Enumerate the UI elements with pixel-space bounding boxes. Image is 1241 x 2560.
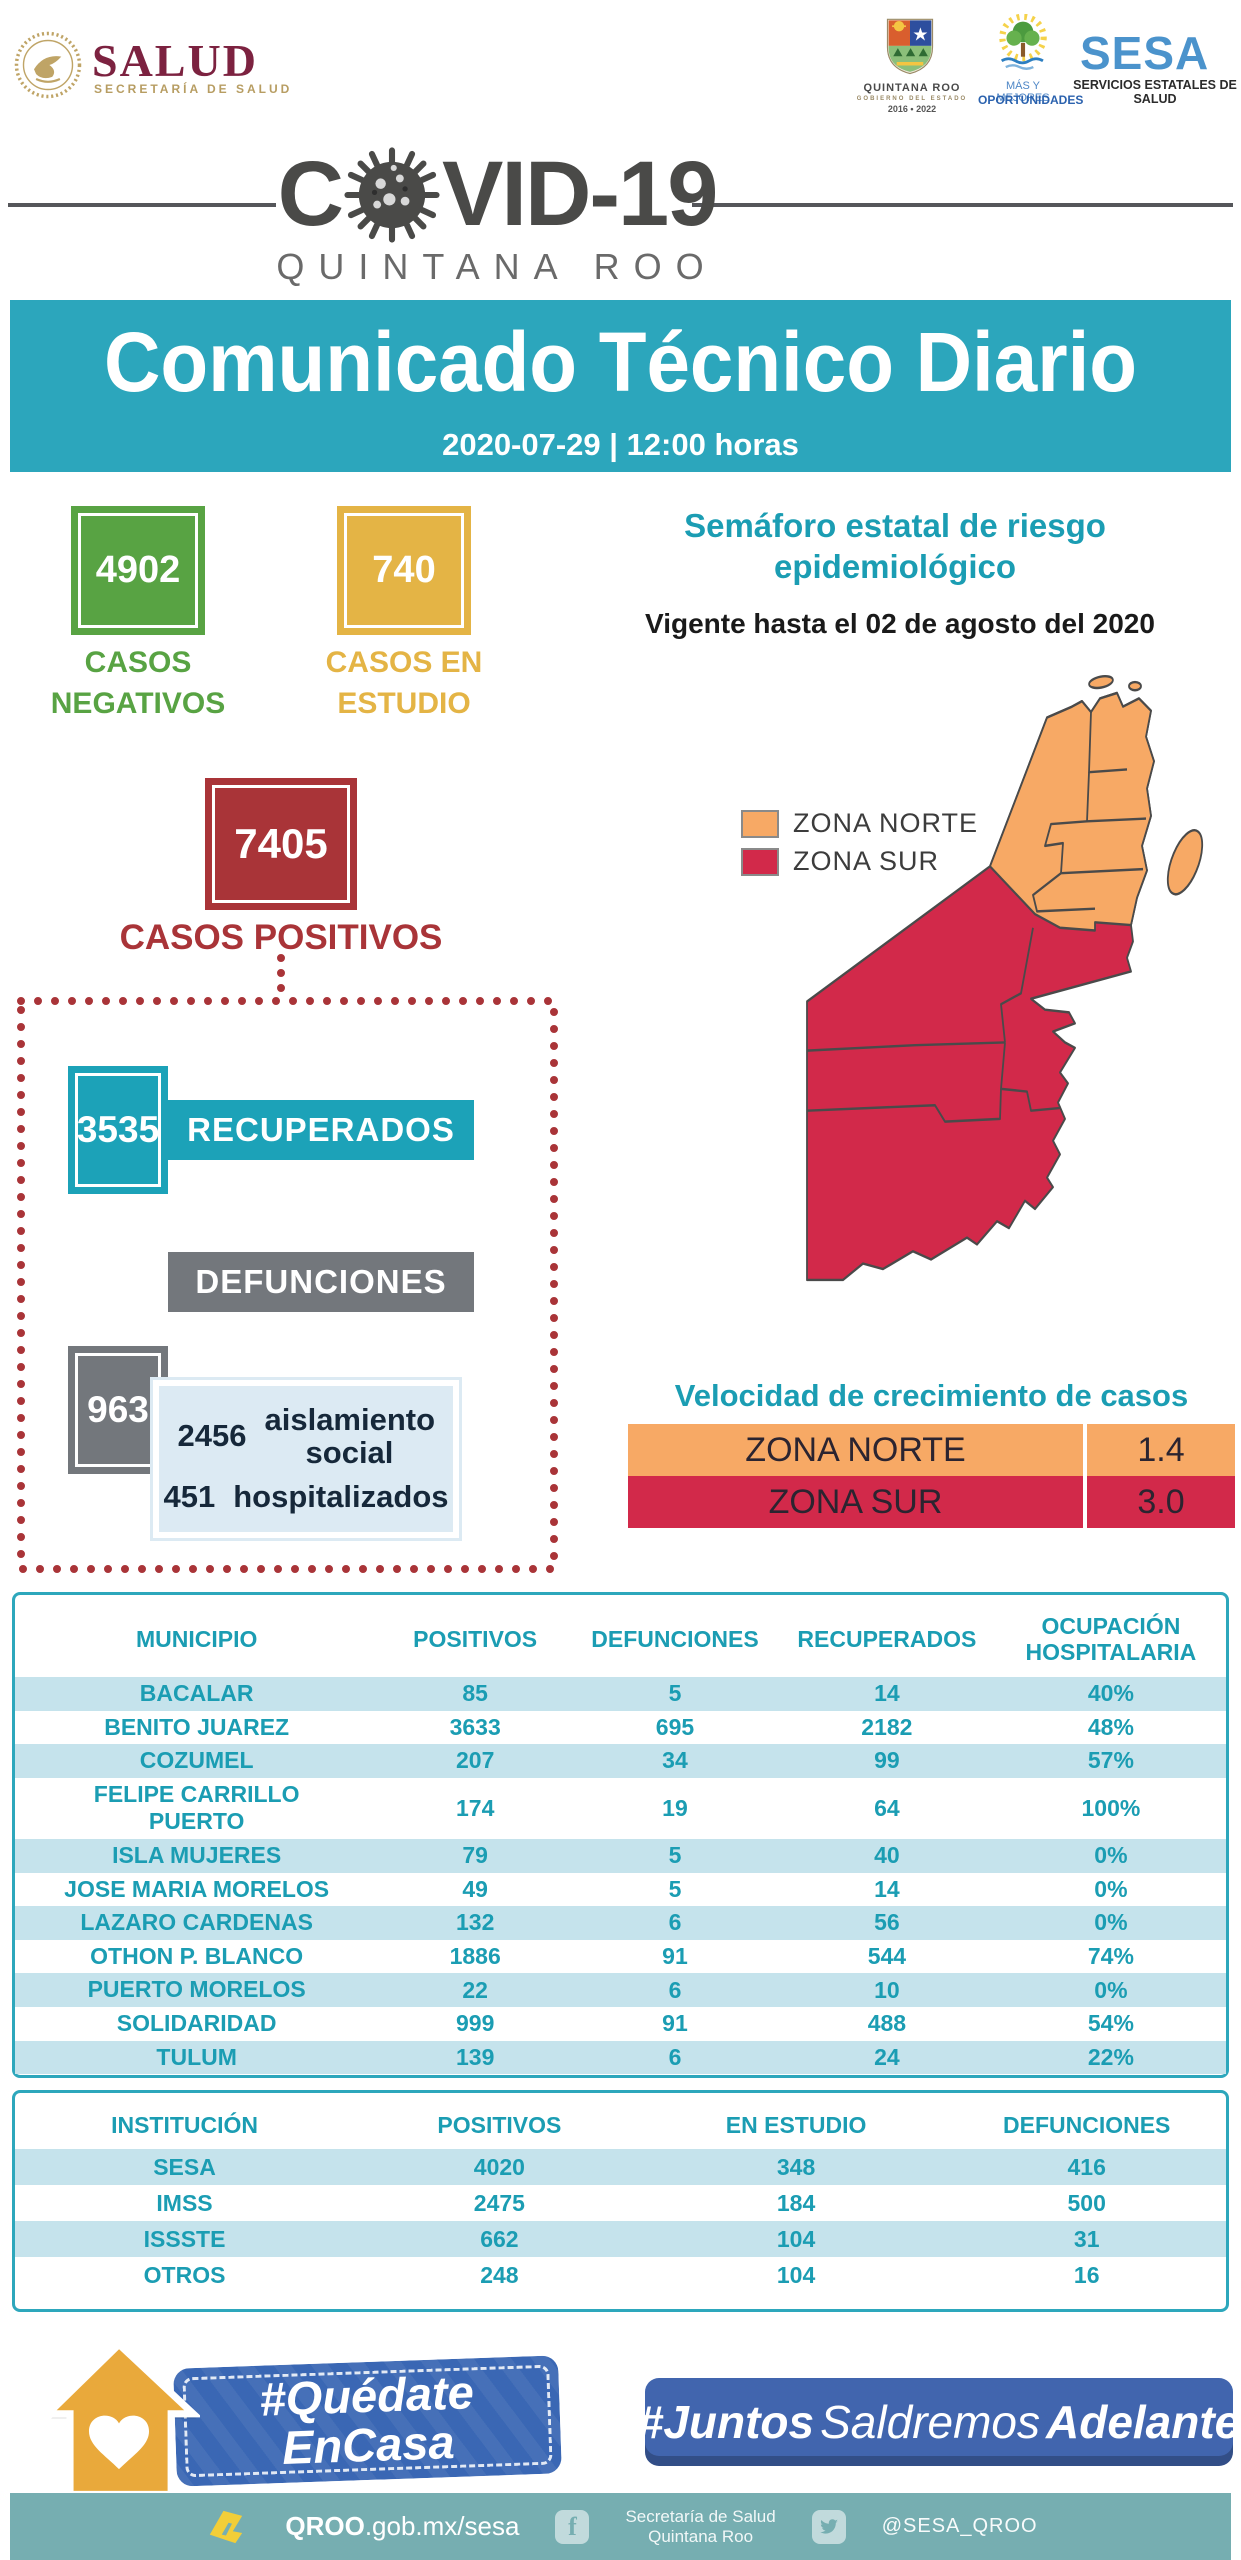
sesa-subtitle: SERVICIOS ESTATALES DE SALUD: [1073, 78, 1237, 106]
zona-norte-swatch: [741, 809, 779, 838]
column-header: RECUPERADOS: [797, 1625, 977, 1652]
covid-suffix: VID-19: [442, 143, 718, 245]
aislamiento-value: 2456: [177, 1418, 247, 1454]
casos-negativos-value: 4902: [95, 549, 181, 591]
defunciones-value: 963: [87, 1389, 149, 1430]
table-row: OTROS 248 104 16: [143, 2261, 1100, 2288]
positivos-breakdown-border: [15, 995, 560, 1580]
velocidad-table: ZONA NORTE 1.4 ZONA SUR 3.0: [628, 1424, 1235, 1528]
juntos-regular: Saldremos: [820, 2396, 1040, 2448]
table-row: JOSE MARIA MORELOS 49 5 14 0%: [64, 1875, 1128, 1902]
table-row: COZUMEL 207 34 99 57%: [15, 1744, 1226, 1778]
oportunidades-line1: MÁS Y MEJORES: [996, 80, 1050, 104]
quintana-roo-logo-years: 2016 • 2022: [887, 104, 937, 114]
qroo-logo: [203, 2504, 249, 2550]
table-row: SESA 4020 348 416: [15, 2149, 1226, 2185]
hospitalizados-value: 451: [163, 1479, 216, 1515]
column-header: POSITIVOS: [437, 2111, 562, 2138]
casos-positivos-box: 7405: [205, 778, 357, 910]
instituciones-table: INSTITUCIÓN POSITIVOS EN ESTUDIO DEFUNCI…: [12, 2090, 1229, 2312]
table-row: ISLA MUJERES 79 5 40 0%: [15, 1838, 1226, 1873]
semaforo-title: Semáforo estatal de riesgo epidemiológic…: [684, 507, 1106, 586]
recuperados-value: 3535: [76, 1109, 160, 1150]
table-row: PUERTO MORELOS 22 6 10 0%: [15, 1973, 1226, 2007]
column-header: POSITIVOS: [413, 1625, 538, 1652]
salud-wordmark: SALUD: [92, 35, 258, 86]
facebook-icon: f: [555, 2509, 590, 2544]
sesa-wordmark: SESA: [1080, 27, 1210, 79]
quintana-roo-logo-name: QUINTANA ROO: [863, 82, 961, 94]
column-header: DEFUNCIONES: [1003, 2111, 1171, 2138]
footer-facebook-name: Secretaría de Salud Quintana Roo: [625, 2506, 776, 2546]
velocidad-row-norte: ZONA NORTE 1.4: [628, 1424, 1235, 1476]
municipios-table: MUNICIPIO POSITIVOS DEFUNCIONES RECUPERA…: [12, 1592, 1229, 2078]
banner-heading: Comunicado Técnico Diario: [103, 315, 1138, 409]
municipios-header-row: MUNICIPIO POSITIVOS DEFUNCIONES RECUPERA…: [15, 1595, 1226, 1677]
column-header: OCUPACIÓN HOSPITALARIA: [1025, 1612, 1197, 1665]
aislamiento-box: 2456 aislamiento social 451 hospitalizad…: [153, 1380, 459, 1538]
recuperados-box: 3535: [68, 1066, 168, 1194]
table-row: TULUM 139 6 24 22%: [15, 2040, 1226, 2075]
casos-en-estudio-value: 740: [372, 549, 436, 591]
covid-19-logo: C VID-19: [137, 142, 857, 247]
title-rule-right: [692, 203, 1233, 207]
covid-prefix: C: [277, 143, 344, 245]
oportunidades-tree-icon: [992, 13, 1054, 76]
house-heart-icon: [38, 2338, 203, 2500]
velocidad-title: Velocidad de crecimiento de casos: [674, 1378, 1189, 1413]
footer-bar: QROO.gob.mx/sesa f Secretaría de Salud Q…: [10, 2493, 1231, 2560]
footer-twitter-handle: @SESA_QROO: [881, 2515, 1038, 2537]
juntos-bold1: #Juntos: [637, 2396, 815, 2448]
table-row: IMSS 2475 184 500: [156, 2189, 1106, 2216]
table-row: FELIPE CARRILLO PUERTO 174 19 64 100%: [93, 1780, 1141, 1835]
casos-positivos-label: CASOS POSITIVOS: [119, 918, 443, 957]
recuperados-ribbon: RECUPERADOS: [168, 1100, 474, 1160]
quedate-en-casa-badge: #Quédate EnCasa: [173, 2355, 562, 2487]
casos-en-estudio-label: CASOS EN ESTUDIO: [325, 646, 483, 721]
velocidad-row-sur: ZONA SUR 3.0: [628, 1476, 1235, 1528]
casos-positivos-value: 7405: [234, 820, 328, 867]
juntos-bold2: Adelante: [1046, 2396, 1241, 2448]
column-header: DEFUNCIONES: [591, 1625, 759, 1652]
aislamiento-label: aislamiento social: [264, 1402, 436, 1470]
legend-zona-norte: ZONA NORTE: [741, 808, 978, 839]
twitter-icon: [811, 2509, 846, 2544]
banner: Comunicado Técnico Diario 2020-07-29 | 1…: [10, 300, 1231, 472]
zona-sur-swatch: [741, 847, 779, 876]
casos-negativos-box: 4902: [71, 506, 205, 635]
table-row: OTHON P. BLANCO 1886 91 544 74%: [90, 1942, 1134, 1970]
title-rule-left: [8, 203, 276, 207]
table-row: LAZARO CARDENAS 132 6 56 0%: [15, 1906, 1226, 1940]
semaforo-vigencia: Vigente hasta el 02 de agosto del 2020: [645, 608, 1155, 639]
salud-subtitle: SECRETARÍA DE SALUD: [94, 82, 293, 96]
table-row: BENITO JUAREZ 3633 695 2182 48%: [104, 1713, 1134, 1740]
hospitalizados-label: hospitalizados: [233, 1479, 449, 1515]
juntos-saldremos-badge: #Juntos Saldremos Adelante: [638, 2378, 1240, 2466]
casos-negativos-label: CASOS NEGATIVOS: [50, 646, 226, 721]
quintana-roo-shield-icon: [884, 16, 936, 78]
column-header: EN ESTUDIO: [725, 2111, 867, 2138]
instituciones-header-row: INSTITUCIÓN POSITIVOS EN ESTUDIO DEFUNCI…: [15, 2093, 1226, 2149]
table-row: BACALAR 85 5 14 40%: [15, 1677, 1226, 1711]
legend-zona-sur: ZONA SUR: [741, 846, 939, 877]
covid-region: QUINTANA ROO: [276, 246, 718, 287]
footer-site-url: QROO.gob.mx/sesa: [285, 2511, 520, 2541]
coronavirus-icon: [344, 146, 440, 243]
column-header: MUNICIPIO: [135, 1625, 258, 1652]
mexico-coat-of-arms-icon: [13, 30, 83, 100]
connector-dots: [272, 952, 290, 1003]
oportunidades-line2: OPORTUNIDADES: [978, 93, 1084, 107]
defunciones-ribbon: DEFUNCIONES: [168, 1252, 474, 1312]
casos-en-estudio-box: 740: [337, 506, 471, 635]
quintana-roo-risk-map: [795, 655, 1241, 1305]
table-row: SOLIDARIDAD 999 91 488 54%: [116, 2009, 1134, 2037]
quintana-roo-logo-gobierno: GOBIERNO DEL ESTADO: [856, 96, 968, 102]
banner-datetime: 2020-07-29 | 12:00 horas: [442, 427, 799, 462]
table-row: ISSSTE 662 104 31: [15, 2221, 1226, 2257]
column-header: INSTITUCIÓN: [111, 2111, 259, 2138]
